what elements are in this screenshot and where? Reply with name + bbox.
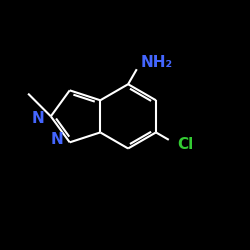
Text: NH₂: NH₂ <box>140 55 172 70</box>
Text: N: N <box>32 111 45 126</box>
Text: N: N <box>51 132 64 148</box>
Text: Cl: Cl <box>177 137 194 152</box>
